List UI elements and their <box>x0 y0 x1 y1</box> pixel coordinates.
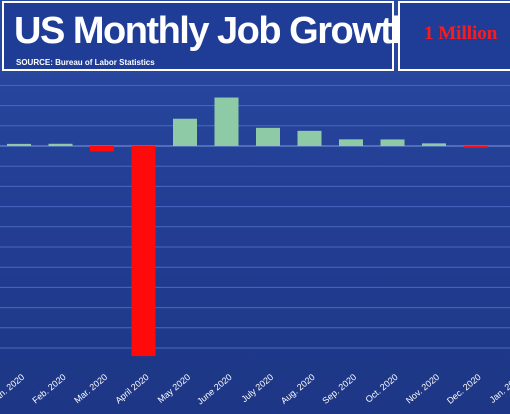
title-panel: US Monthly Job Growth SOURCE: Bureau of … <box>2 1 415 71</box>
bar-aug-2020 <box>297 130 322 146</box>
x-tick-label: Jan. 2020 <box>0 372 26 405</box>
x-tick-label: April 2020 <box>113 372 150 406</box>
bar-april-2020 <box>131 146 156 357</box>
x-tick-label: June 2020 <box>195 372 234 407</box>
x-tick-label: Feb. 2020 <box>30 372 67 406</box>
x-tick-label: Dec. 2020 <box>445 372 483 406</box>
scale-panel: 1 Million <box>398 1 510 71</box>
bar-dec-2020 <box>463 146 488 148</box>
x-tick-label: Mar. 2020 <box>72 372 109 405</box>
x-tick-labels: Jan. 2020 Feb. 2020 Mar. 2020 April 2020 May… <box>0 372 510 407</box>
bar-nov-2020 <box>422 143 446 146</box>
x-tick-label: Oct. 2020 <box>363 372 399 405</box>
source-note: SOURCE: Bureau of Labor Statistics <box>16 58 155 67</box>
x-tick-label: May 2020 <box>156 372 193 405</box>
x-tick-label: Sep. 2020 <box>320 372 358 406</box>
x-tick-label: Aug. 2020 <box>279 372 317 406</box>
x-tick-label: Jan. 2021 <box>488 372 510 405</box>
gridlines <box>0 84 510 349</box>
bar-may-2020 <box>173 118 197 146</box>
bar-mar-2020 <box>90 146 114 152</box>
scale-label: 1 Million <box>424 23 498 44</box>
bars <box>7 97 488 357</box>
bar-oct-2020 <box>380 139 405 146</box>
x-tick-label: July 2020 <box>239 372 275 404</box>
bar-feb-2020 <box>48 143 73 146</box>
chart-title: US Monthly Job Growth <box>14 10 415 52</box>
bar-july-2020 <box>256 127 280 146</box>
bar-sep-2020 <box>339 139 363 146</box>
x-tick-label: Nov. 2020 <box>404 372 441 406</box>
bar-june-2020 <box>214 97 239 146</box>
bar-jan-2020 <box>7 143 31 146</box>
